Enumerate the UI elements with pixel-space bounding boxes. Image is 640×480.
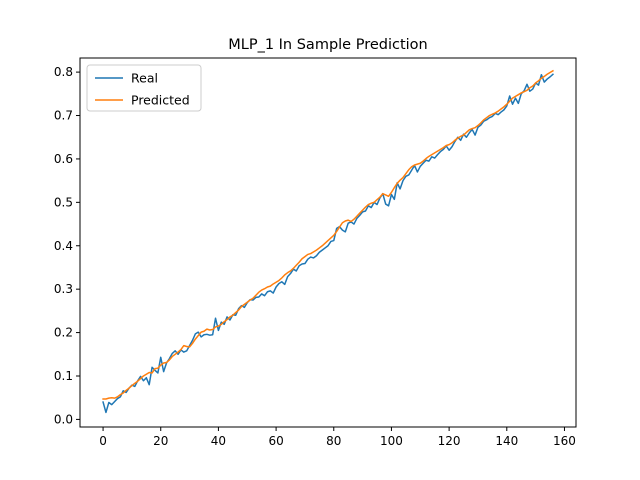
plot-area [79,57,577,428]
legend-label: Real [131,71,158,86]
x-tick-label: 160 [553,434,576,448]
x-tick-label: 140 [495,434,518,448]
y-tick-label: 0.7 [54,109,73,123]
x-tick-label: 120 [438,434,461,448]
y-tick-label: 0.3 [54,282,73,296]
x-tick-label: 40 [211,434,226,448]
x-axis: 0 20 40 60 80 100 120 140 160 [99,427,576,448]
x-tick-label: 20 [153,434,168,448]
y-tick-label: 0.2 [54,326,73,340]
plot-frame [79,57,577,428]
series-line-predicted [102,69,554,400]
x-tick-label: 80 [326,434,341,448]
series-line-real [102,73,554,414]
y-tick-label: 0.0 [54,412,73,426]
legend-label: Predicted [131,93,190,108]
x-tick-label: 60 [268,434,283,448]
x-tick-label: 100 [380,434,403,448]
y-axis: 0.0 0.1 0.2 0.3 0.4 0.5 0.6 0.7 0.8 [54,65,80,426]
y-tick-label: 0.1 [54,369,73,383]
y-tick-label: 0.4 [54,239,73,253]
chart-title: MLP_1 In Sample Prediction [228,37,428,53]
series-layer [102,69,554,414]
plot-background [80,58,576,427]
y-tick-label: 0.8 [54,65,73,79]
legend: Real Predicted [86,64,202,112]
x-tick-label: 0 [99,434,107,448]
y-tick-label: 0.6 [54,152,73,166]
y-tick-label: 0.5 [54,195,73,209]
